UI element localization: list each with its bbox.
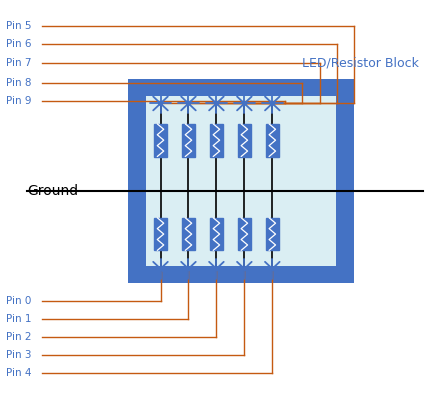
Bar bbox=[154, 124, 167, 157]
Text: Pin 3: Pin 3 bbox=[6, 350, 31, 360]
Text: Pin 9: Pin 9 bbox=[6, 97, 31, 106]
Circle shape bbox=[243, 102, 246, 105]
Bar bbox=[154, 218, 167, 250]
Circle shape bbox=[186, 267, 190, 270]
Bar bbox=[266, 218, 279, 250]
Bar bbox=[146, 96, 336, 266]
Circle shape bbox=[243, 267, 246, 270]
Circle shape bbox=[186, 102, 190, 105]
Bar bbox=[182, 124, 195, 157]
Text: Pin 1: Pin 1 bbox=[6, 314, 31, 324]
Text: Pin 7: Pin 7 bbox=[6, 58, 31, 69]
Circle shape bbox=[270, 267, 274, 270]
Circle shape bbox=[159, 267, 162, 270]
Bar bbox=[238, 218, 251, 250]
Circle shape bbox=[215, 267, 218, 270]
Bar bbox=[238, 124, 251, 157]
Text: LED/Resistor Block: LED/Resistor Block bbox=[302, 56, 419, 69]
Bar bbox=[266, 124, 279, 157]
Text: Pin 6: Pin 6 bbox=[6, 39, 31, 49]
Bar bbox=[182, 218, 195, 250]
Circle shape bbox=[215, 102, 218, 105]
Bar bbox=[210, 218, 223, 250]
Text: Pin 5: Pin 5 bbox=[6, 21, 31, 31]
Circle shape bbox=[270, 102, 274, 105]
Bar bbox=[210, 124, 223, 157]
Bar bbox=[128, 79, 354, 283]
Text: Ground: Ground bbox=[27, 184, 78, 198]
Text: Pin 0: Pin 0 bbox=[6, 296, 31, 307]
Text: Pin 4: Pin 4 bbox=[6, 368, 31, 378]
Circle shape bbox=[159, 102, 162, 105]
Text: Pin 2: Pin 2 bbox=[6, 332, 31, 342]
Text: Pin 8: Pin 8 bbox=[6, 78, 31, 88]
